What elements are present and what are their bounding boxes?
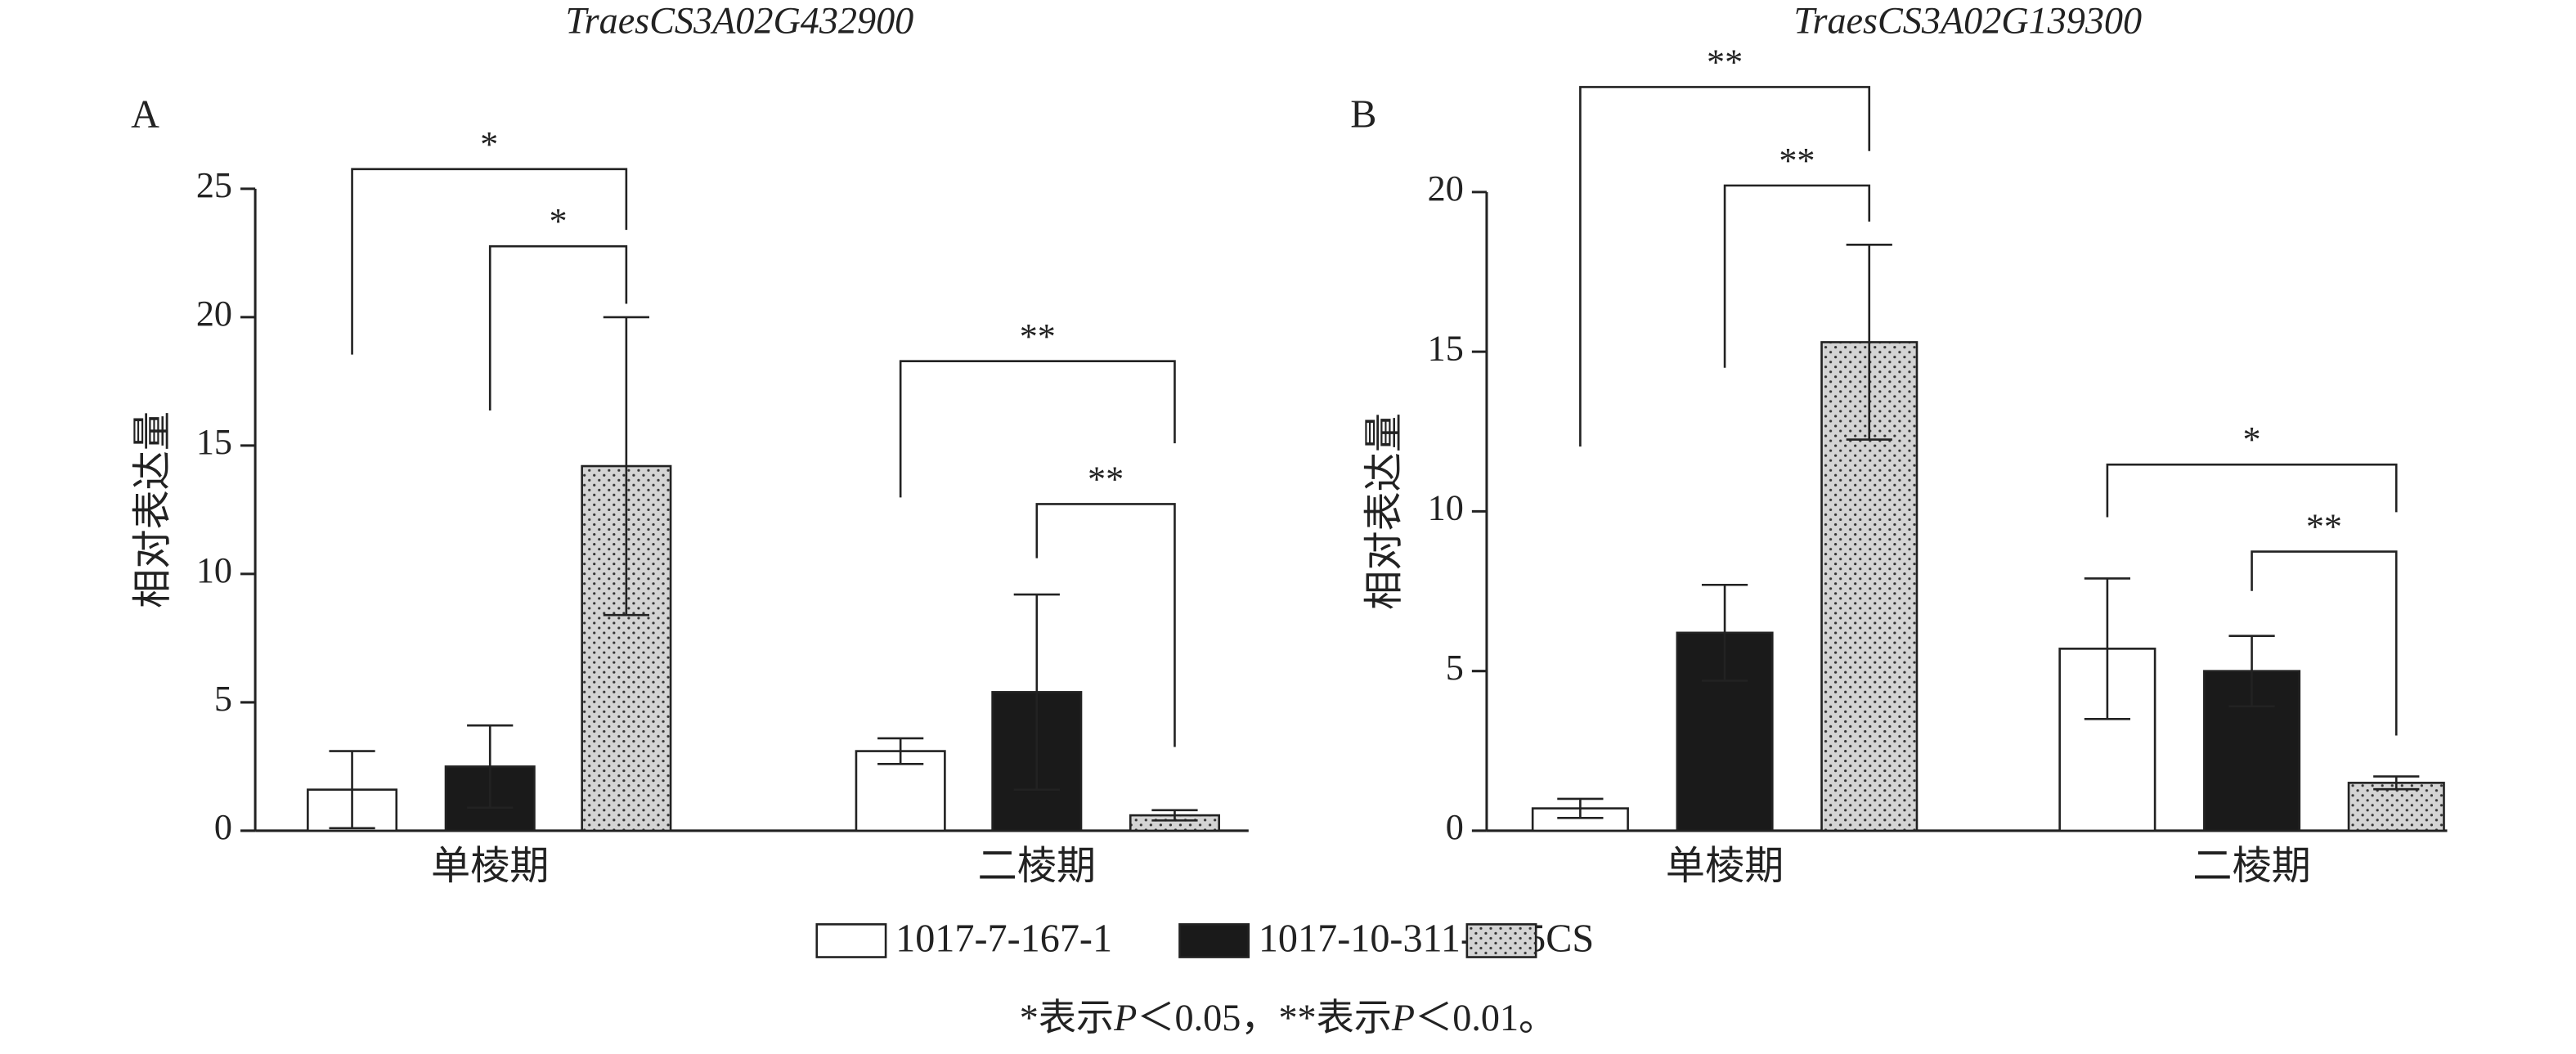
panel-label: B (1350, 93, 1376, 137)
significance-label: ** (1707, 42, 1743, 82)
significance-label: * (480, 124, 498, 164)
x-tick-label: 单棱期 (1666, 845, 1784, 888)
y-tick-label: 0 (214, 807, 232, 847)
bar (2347, 782, 2445, 832)
legend-label: CS (1546, 917, 1594, 961)
bar (581, 464, 672, 832)
note-part: ＜0.05，**表示 (1137, 996, 1392, 1038)
legend-swatch (815, 923, 887, 958)
error-bar (1013, 593, 1060, 792)
chart-title: TraesCS3A02G139300 (1793, 0, 2142, 42)
significance-bracket (1723, 184, 1871, 368)
error-bar (467, 724, 514, 809)
y-tick-label: 0 (1446, 807, 1464, 847)
footnote: *表示P＜0.05，**表示P＜0.01。 (1020, 996, 1556, 1038)
y-tick-label: 10 (1428, 488, 1464, 528)
y-tick-label: 20 (196, 294, 232, 334)
y-tick-label: 10 (196, 550, 232, 590)
x-tick-label: 二棱期 (978, 845, 1097, 888)
y-axis-label: 相对表达量 (132, 411, 175, 608)
significance-bracket (351, 168, 628, 355)
significance-label: ** (1779, 141, 1815, 181)
error-bar (329, 750, 375, 830)
note-part: *表示 (1020, 996, 1114, 1038)
error-bar (1846, 244, 1892, 441)
significance-bracket (1579, 86, 1871, 447)
error-bar (877, 737, 924, 765)
error-bar (1151, 809, 1198, 822)
significance-bracket (2251, 550, 2398, 736)
significance-label: ** (1020, 316, 1056, 357)
legend-swatch (1178, 923, 1250, 958)
note-part: P (1391, 996, 1415, 1038)
significance-label: * (2243, 419, 2261, 460)
y-tick-label: 5 (1446, 648, 1464, 688)
y-tick-label: 5 (214, 679, 232, 719)
y-tick-label: 15 (1428, 328, 1464, 368)
significance-bracket (899, 360, 1176, 498)
note-part: ＜0.01。 (1415, 996, 1556, 1038)
error-bar (603, 316, 649, 617)
significance-label: ** (1088, 459, 1124, 499)
panel-label: A (131, 93, 159, 137)
significance-bracket (1035, 503, 1176, 747)
error-bar (1701, 583, 1748, 682)
error-bar (2228, 635, 2275, 707)
error-bar (2373, 775, 2420, 791)
error-bar (2084, 577, 2130, 720)
x-tick-label: 二棱期 (2192, 845, 2311, 888)
y-tick-label: 20 (1428, 168, 1464, 209)
y-axis-label: 相对表达量 (1363, 413, 1407, 610)
legend-swatch (1465, 923, 1537, 958)
y-tick-label: 15 (196, 422, 232, 462)
significance-label: ** (2306, 507, 2342, 547)
chart-title: TraesCS3A02G432900 (566, 0, 914, 42)
significance-bracket (2106, 463, 2398, 518)
y-tick-label: 25 (196, 165, 232, 205)
significance-label: * (549, 201, 567, 241)
error-bar (1557, 797, 1604, 819)
legend-label: 1017-7-167-1 (895, 917, 1112, 961)
note-part: P (1113, 996, 1137, 1038)
x-tick-label: 单棱期 (431, 845, 550, 888)
significance-bracket (488, 244, 628, 410)
